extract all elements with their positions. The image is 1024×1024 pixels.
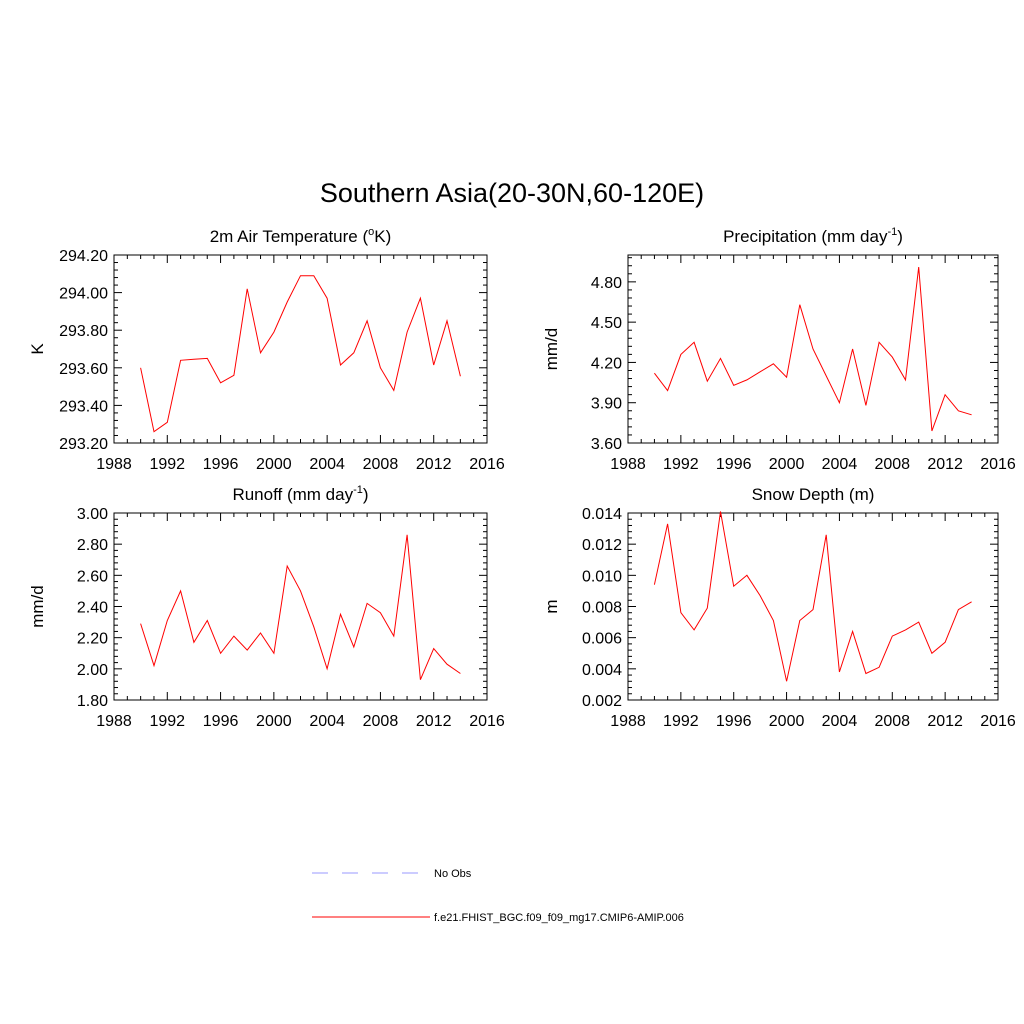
x-tick-label: 2016 — [469, 456, 505, 473]
y-tick-label: 0.008 — [582, 600, 622, 617]
x-tick-label: 2008 — [363, 713, 399, 730]
panel-title: Snow Depth (m) — [752, 485, 875, 504]
panel-title-main: 2m Air Temperature ( — [210, 227, 369, 246]
x-tick-label: 1988 — [96, 456, 132, 473]
y-tick-label: 0.010 — [582, 568, 622, 585]
panel-title: Runoff (mm day-1) — [232, 484, 368, 504]
x-tick-label: 2004 — [309, 456, 345, 473]
panel-runoff: Runoff (mm day-1) mm/d 1988 1992 1996 2000 200… — [28, 484, 505, 730]
y-tick-label: 3.00 — [77, 506, 108, 523]
y-tick-label: 293.60 — [59, 361, 108, 378]
x-tick-label: 2016 — [980, 713, 1016, 730]
y-tick-label: 293.80 — [59, 323, 108, 340]
y-axis-label: mm/d — [28, 585, 47, 628]
y-tick-label: 2.20 — [77, 631, 108, 648]
y-tick-label: 0.004 — [582, 662, 622, 679]
y-tick-label: 4.50 — [591, 315, 622, 332]
panel-title-main: Precipitation (mm day — [723, 227, 888, 246]
legend-model-label: f.e21.FHIST_BGC.f09_f09_mg17.CMIP6-AMIP.… — [434, 912, 684, 924]
x-tick-label: 1996 — [716, 456, 752, 473]
y-tick-label: 293.40 — [59, 398, 108, 415]
panel-precipitation: Precipitation (mm day-1) mm/d 1988 1992 1996… — [542, 226, 1016, 473]
series-line-temperature — [140, 275, 461, 433]
y-axis-label: mm/d — [542, 328, 561, 371]
y-tick-label: 3.60 — [591, 436, 622, 453]
legend: No Obs f.e21.FHIST_BGC.f09_f09_mg17.CMIP… — [312, 868, 684, 924]
y-tick-label: 293.20 — [59, 436, 108, 453]
panel-title: 2m Air Temperature (oK) — [210, 226, 392, 246]
panel-title-main: Runoff (mm day — [232, 485, 353, 504]
panel-snow-depth: Snow Depth (m) m 1988 1992 1996 2000 2004 2008 2… — [542, 485, 1016, 730]
x-tick-label: 2008 — [874, 713, 910, 730]
main-title: Southern Asia(20-30N,60-120E) — [320, 178, 704, 208]
panel-title-rest: K) — [374, 227, 391, 246]
panel-title-superscript: o — [368, 226, 374, 238]
x-tick-label: 1992 — [663, 713, 699, 730]
x-tick-label: 1988 — [610, 713, 646, 730]
x-tick-label: 2004 — [822, 713, 858, 730]
y-tick-label: 2.00 — [77, 662, 108, 679]
y-tick-label: 0.012 — [582, 537, 622, 554]
x-tick-label: 1988 — [610, 456, 646, 473]
panel-title: Precipitation (mm day-1) — [723, 226, 903, 246]
x-tick-label: 1988 — [96, 713, 132, 730]
x-tick-label: 1996 — [716, 713, 752, 730]
x-tick-label: 2008 — [363, 456, 399, 473]
plot-frame — [627, 512, 999, 701]
y-axis-label: K — [28, 343, 47, 355]
x-tick-label: 2004 — [309, 713, 345, 730]
y-tick-label: 294.00 — [59, 286, 108, 303]
legend-obs-label: No Obs — [434, 868, 472, 880]
x-tick-label: 2000 — [769, 456, 805, 473]
x-tick-label: 1992 — [149, 456, 185, 473]
y-tick-label: 2.60 — [77, 568, 108, 585]
series-line-snow-depth — [653, 511, 972, 682]
x-tick-label: 2000 — [256, 713, 292, 730]
y-tick-label: 0.014 — [582, 506, 622, 523]
y-tick-label: 1.80 — [77, 693, 108, 710]
x-tick-label: 2004 — [822, 456, 858, 473]
y-tick-label: 2.80 — [77, 537, 108, 554]
x-tick-label: 1996 — [203, 713, 239, 730]
x-tick-label: 2012 — [416, 456, 452, 473]
x-tick-label: 1992 — [149, 713, 185, 730]
panel-title-rest: ) — [897, 227, 903, 246]
x-tick-label: 2000 — [769, 713, 805, 730]
y-tick-label: 2.40 — [77, 600, 108, 617]
y-tick-label: 0.002 — [582, 693, 622, 710]
series-line-runoff — [140, 534, 461, 680]
x-tick-label: 2012 — [927, 456, 963, 473]
x-tick-label: 2012 — [927, 713, 963, 730]
y-tick-label: 0.006 — [582, 631, 622, 648]
x-tick-label: 2016 — [469, 713, 505, 730]
plot-frame — [113, 512, 488, 701]
y-tick-label: 294.20 — [59, 248, 108, 265]
x-tick-label: 2008 — [874, 456, 910, 473]
panel-title-superscript: -1 — [887, 226, 897, 238]
x-tick-label: 2012 — [416, 713, 452, 730]
panel-temperature: 2m Air Temperature (oK) K 1988 1992 1996 2000… — [28, 226, 505, 473]
y-tick-label: 4.20 — [591, 355, 622, 372]
y-tick-label: 4.80 — [591, 275, 622, 292]
x-tick-label: 1996 — [203, 456, 239, 473]
x-tick-label: 2016 — [980, 456, 1016, 473]
panel-title-main: Snow Depth (m) — [752, 485, 875, 504]
series-line-precipitation — [654, 267, 972, 432]
y-axis-label: m — [542, 599, 561, 613]
y-tick-label: 3.90 — [591, 396, 622, 413]
panel-title-rest: ) — [363, 485, 369, 504]
x-tick-label: 2000 — [256, 456, 292, 473]
plot-frame — [113, 254, 488, 444]
panel-title-superscript: -1 — [353, 484, 363, 496]
x-tick-label: 1992 — [663, 456, 699, 473]
